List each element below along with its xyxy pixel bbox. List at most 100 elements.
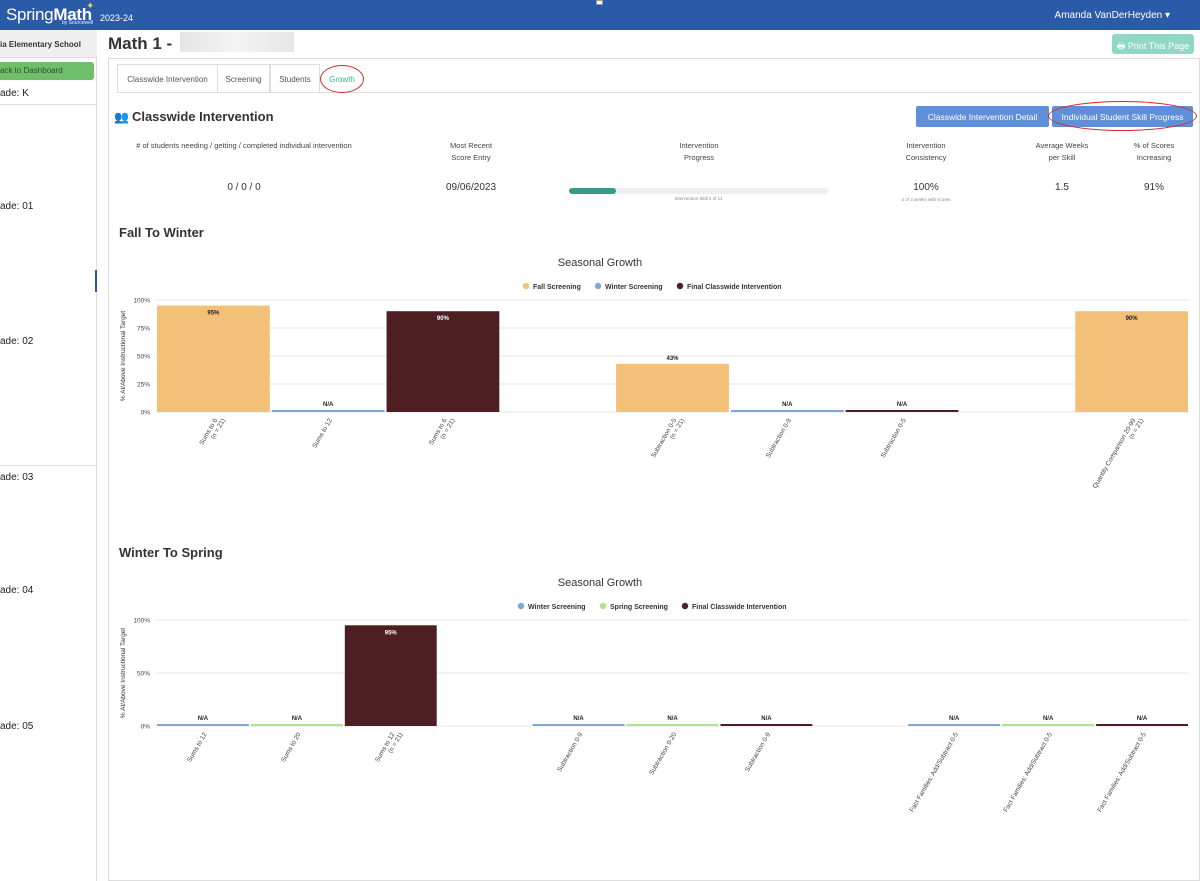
stat-weeks-value: 1.5	[1055, 182, 1069, 193]
sidebar-item-grade-03[interactable]: ade: 03	[0, 472, 34, 483]
data-label: N/A	[573, 716, 584, 722]
bar	[616, 363, 729, 412]
stat-scores-value: 91%	[1143, 182, 1164, 193]
sidebar-item-grade-05[interactable]: ade: 05	[0, 721, 34, 732]
y-tick-label: 100%	[133, 298, 150, 305]
redacted-class-name	[180, 32, 294, 52]
chart-title: Seasonal Growth	[558, 257, 642, 269]
stat-weeks-header: Average Weeks per Skill	[1035, 141, 1089, 162]
y-axis-label: % At/Above Instructional Target	[120, 628, 127, 718]
bar	[157, 724, 249, 726]
data-label: N/A	[1043, 716, 1054, 722]
bar	[532, 724, 625, 726]
sidebar-item-grade-01[interactable]: ade: 01	[0, 201, 34, 212]
data-label: N/A	[761, 716, 772, 722]
x-tick-label: Subtraction 0-20	[648, 731, 678, 776]
data-label: N/A	[782, 402, 793, 408]
stat-consistency-sub: 3 of 3 weeks with scores	[901, 197, 951, 202]
bar	[386, 311, 500, 412]
data-label: 90%	[437, 316, 450, 322]
top-navbar: SpringMath ✦ by Sourcewell 2023-24 Amand…	[0, 0, 1200, 30]
legend-marker	[517, 602, 525, 610]
x-tick-label: Quantity Comparison 20-99	[1092, 417, 1138, 490]
bar	[908, 724, 1001, 726]
bar	[1002, 724, 1095, 726]
data-label: 90%	[1126, 316, 1139, 322]
data-label: N/A	[1137, 716, 1148, 722]
tab-students[interactable]: Students	[270, 64, 320, 92]
x-tick-label: Sums to 20	[280, 731, 303, 763]
bar	[1075, 311, 1188, 412]
x-tick-label: Subtraction 0-9	[556, 731, 584, 773]
bar	[720, 724, 813, 726]
bar	[344, 625, 437, 726]
brand-logo[interactable]: SpringMath	[6, 5, 92, 25]
legend-label: Final Classwide Intervention	[687, 284, 782, 291]
classwide-title-text: Classwide Intervention	[131, 109, 274, 124]
y-tick-label: 0%	[141, 724, 151, 731]
bar	[626, 724, 719, 726]
stat-students-value: 0 / 0 / 0	[227, 182, 261, 193]
brand-math: Math	[53, 5, 92, 24]
bar	[730, 410, 844, 412]
x-tick-label: Fact Families: Add/Subtract 0-5	[1002, 731, 1054, 813]
data-label: 43%	[666, 356, 679, 362]
legend-marker	[594, 282, 602, 290]
sidebar-divider	[0, 104, 97, 105]
legend-label: Final Classwide Intervention	[692, 604, 787, 611]
user-menu[interactable]: Amanda VanDerHeyden ▾	[1054, 10, 1170, 21]
resize-handle[interactable]	[596, 0, 603, 5]
sidebar-scroll-indicator[interactable]	[95, 270, 97, 292]
legend-marker	[522, 282, 530, 290]
tab-underline	[117, 92, 1192, 93]
data-label: N/A	[198, 716, 209, 722]
sparkle-icon: ✦	[86, 1, 95, 12]
y-tick-label: 75%	[137, 326, 150, 333]
sidebar-divider	[0, 465, 97, 466]
chart-title: Seasonal Growth	[558, 577, 642, 589]
school-year: 2023-24	[100, 13, 134, 23]
stat-scores-header: % of Scores Increasing	[1133, 141, 1175, 162]
x-tick-label: Subtraction 0-9	[765, 417, 793, 459]
classwide-intervention-detail-button[interactable]: Classwide Intervention Detail	[916, 106, 1049, 127]
legend-label: Spring Screening	[610, 604, 668, 611]
x-tick-label: Sums to 12	[186, 731, 209, 763]
y-axis-label: % At/Above Instructional Target	[120, 311, 127, 401]
annotation-circle-growth	[320, 65, 364, 93]
back-to-dashboard-button[interactable]: ack to Dashboard	[0, 62, 94, 80]
data-label: N/A	[897, 402, 908, 408]
sidebar-item-grade-04[interactable]: ade: 04	[0, 585, 34, 596]
page-title: Math 1 -	[108, 34, 173, 53]
sidebar-item-grade-02[interactable]: ade: 02	[0, 336, 34, 347]
stat-recent-value: 09/06/2023	[445, 182, 497, 193]
data-label: 95%	[385, 630, 398, 636]
y-tick-label: 50%	[137, 354, 150, 361]
data-label: 95%	[207, 311, 220, 317]
sidebar-item-grade-k[interactable]: ade: K	[0, 88, 29, 99]
winter-to-spring-chart: Seasonal Growth Winter Screening Spring Sc…	[120, 577, 1189, 814]
winter-to-spring-heading: Winter To Spring	[119, 545, 223, 560]
data-label: N/A	[667, 716, 678, 722]
x-tick-label: Sums to 12	[311, 417, 334, 449]
tab-screening[interactable]: Screening	[217, 64, 270, 92]
print-page-button[interactable]: 🖶 Print This Page	[1112, 34, 1194, 54]
legend-marker	[676, 282, 684, 290]
stat-progress-sub: Intervention Skill 2 of 11	[674, 196, 723, 201]
bar	[271, 410, 385, 412]
bar	[157, 305, 270, 412]
intervention-progress-bar	[569, 188, 828, 194]
legend-label: Winter Screening	[528, 604, 586, 611]
x-tick-label: Subtraction 0-9	[744, 731, 772, 773]
data-label: N/A	[949, 716, 960, 722]
data-label: N/A	[323, 402, 334, 408]
x-tick-label: Fact Families: Add/Subtract 0-5	[1096, 731, 1148, 813]
tab-classwide-intervention[interactable]: Classwide Intervention	[117, 64, 218, 92]
sidebar: ia Elementary School ack to Dashboard ad…	[0, 30, 97, 881]
school-name: ia Elementary School	[0, 30, 97, 58]
data-label: N/A	[292, 716, 303, 722]
fall-to-winter-heading: Fall To Winter	[119, 225, 204, 240]
fall-to-winter-chart: Seasonal Growth Fall Screening Winter Scre…	[120, 257, 1189, 490]
bar	[845, 410, 959, 412]
brand-subtitle: by Sourcewell	[62, 20, 94, 26]
